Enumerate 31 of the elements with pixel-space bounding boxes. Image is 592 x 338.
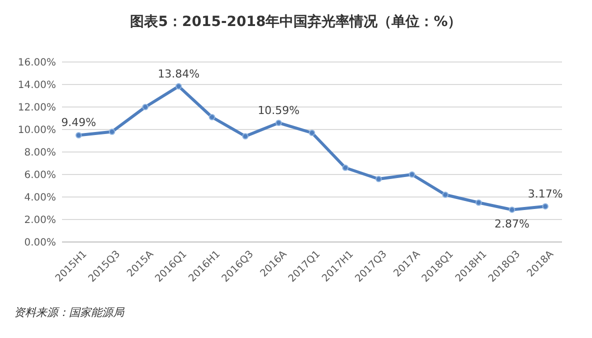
point [408,171,416,178]
point [208,114,216,120]
y-tick-label: 0.00% [24,238,56,248]
point [242,133,248,140]
text: 资料来源：国家能源局 [14,306,125,319]
point [376,176,382,182]
y-tick-label: 2.00% [24,215,56,226]
point [142,104,148,110]
y-tick-label: 8.00% [24,148,56,158]
point [276,120,282,126]
y-tick-label: 14.00% [18,80,56,91]
data-label: 10.59% [258,104,300,117]
data-label: 9.49% [61,116,96,130]
data-label: 13.84% [158,67,200,80]
point [76,132,82,138]
y-tick-label: 6.00% [24,170,56,181]
y-tick-label: 4.00% [24,192,56,204]
point [508,206,516,213]
point [476,199,482,206]
point [308,130,316,136]
point [108,128,116,135]
point [542,203,548,210]
point [442,192,448,198]
point [176,83,182,90]
point [342,164,348,171]
y-tick-label: 10.00% [18,125,56,136]
data-label: 2.87% [494,218,530,231]
chart-title: 图表5：2015-2018年中国弃光率情况（单位：%） [130,13,462,30]
data-label: 3.17% [528,187,563,200]
y-tick-label: 16.00% [18,58,56,68]
y-tick-label: 12.00% [18,102,56,114]
